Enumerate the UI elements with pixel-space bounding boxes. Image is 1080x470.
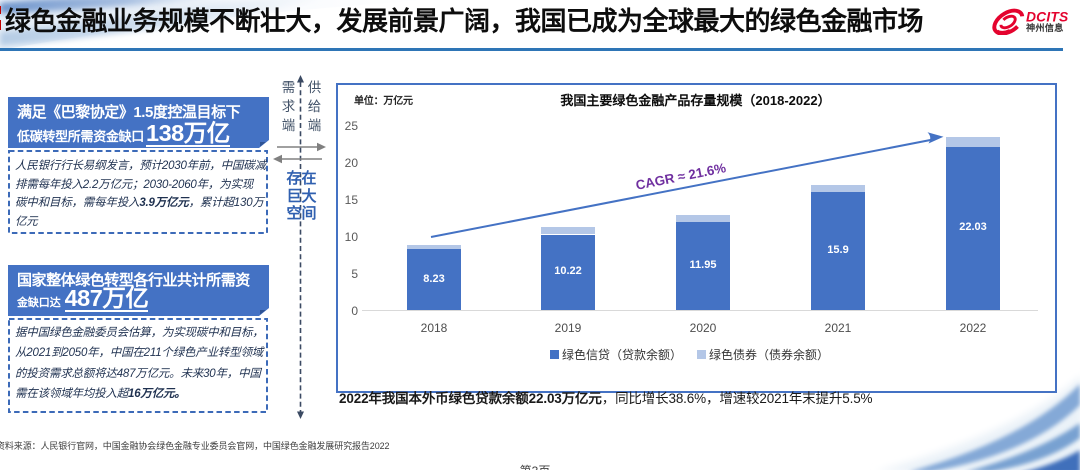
svg-text:DCITS: DCITS xyxy=(1026,10,1069,25)
svg-text:神州信息: 神州信息 xyxy=(1026,22,1064,33)
